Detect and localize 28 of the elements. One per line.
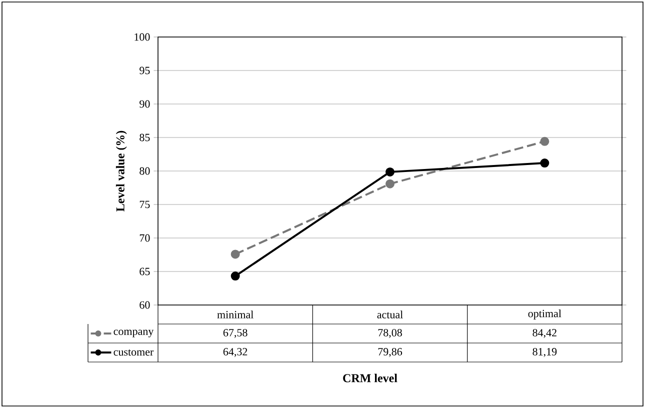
legend-label: company bbox=[114, 330, 154, 338]
y-tick-label: 85 bbox=[140, 134, 150, 142]
data-label: 79,86 bbox=[378, 348, 402, 358]
point bbox=[540, 158, 550, 168]
point bbox=[386, 179, 395, 188]
data-label: 78,08 bbox=[378, 329, 402, 338]
data-label: 81,19 bbox=[532, 348, 557, 358]
point bbox=[230, 272, 240, 281]
y-tick-label: 75 bbox=[140, 200, 150, 208]
point bbox=[540, 136, 550, 146]
y-axis-title: Level value (%) bbox=[116, 130, 127, 212]
x-axis-title: CRM level bbox=[343, 374, 398, 382]
y-tick-label: 70 bbox=[140, 234, 150, 242]
point bbox=[230, 250, 240, 259]
data-label: 64,32 bbox=[223, 348, 248, 357]
data-label: 67,58 bbox=[223, 329, 248, 338]
y-tick-label: 60 bbox=[140, 301, 150, 309]
legend-label: customer bbox=[114, 349, 154, 356]
x-tick-label: actual bbox=[377, 310, 403, 318]
x-tick-label: minimal bbox=[217, 310, 254, 318]
x-tick-label: optimal bbox=[528, 310, 562, 320]
point bbox=[386, 167, 395, 176]
y-tick-label: 95 bbox=[140, 66, 150, 74]
y-tick-label: 65 bbox=[140, 268, 150, 276]
y-tick-label: 80 bbox=[140, 167, 150, 175]
y-tick-label: 100 bbox=[134, 33, 150, 41]
data-label: 84,42 bbox=[532, 329, 556, 338]
y-tick-label: 90 bbox=[140, 100, 150, 108]
